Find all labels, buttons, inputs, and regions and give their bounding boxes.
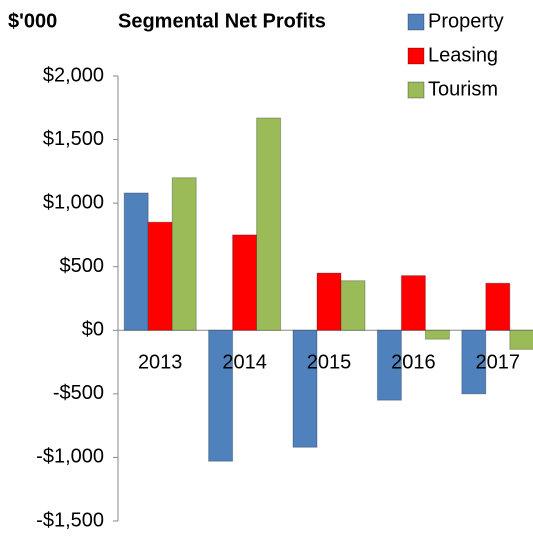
legend-label: Tourism — [428, 78, 498, 100]
bar — [340, 280, 366, 331]
bar — [256, 117, 282, 331]
legend-label: Property — [428, 10, 504, 32]
bar — [424, 329, 450, 340]
bar — [171, 177, 197, 331]
y-tick-label: -$1,500 — [36, 509, 104, 531]
y-tick-label: $0 — [82, 319, 104, 341]
x-tick-label: 2017 — [476, 352, 521, 374]
y-tick-label: $500 — [60, 255, 105, 277]
legend-swatch — [407, 81, 425, 99]
legend-swatch — [407, 13, 425, 31]
x-tick-label: 2014 — [222, 352, 267, 374]
x-tick-label: 2013 — [138, 352, 183, 374]
bar — [232, 234, 258, 331]
y-tick-label: $1,000 — [43, 191, 104, 213]
x-tick-label: 2016 — [391, 352, 436, 374]
bar — [147, 221, 173, 331]
y-tick-label: -$1,000 — [36, 446, 104, 468]
bar — [316, 272, 342, 331]
y-tick-label: -$500 — [53, 382, 104, 404]
bar — [461, 329, 487, 395]
x-tick-label: 2015 — [307, 352, 352, 374]
legend-label: Leasing — [428, 44, 498, 66]
y-tick-label: $2,000 — [43, 64, 104, 86]
legend-swatch — [407, 47, 425, 65]
bar — [123, 192, 149, 331]
y-tick-label: $1,500 — [43, 128, 104, 150]
bar — [292, 329, 318, 448]
y-unit-label: $'000 — [8, 10, 57, 32]
bar — [400, 275, 426, 331]
bar — [485, 282, 511, 331]
bar — [208, 329, 234, 462]
bar — [376, 329, 402, 401]
chart-title: Segmental Net Profits — [118, 10, 326, 32]
bar — [509, 329, 533, 350]
